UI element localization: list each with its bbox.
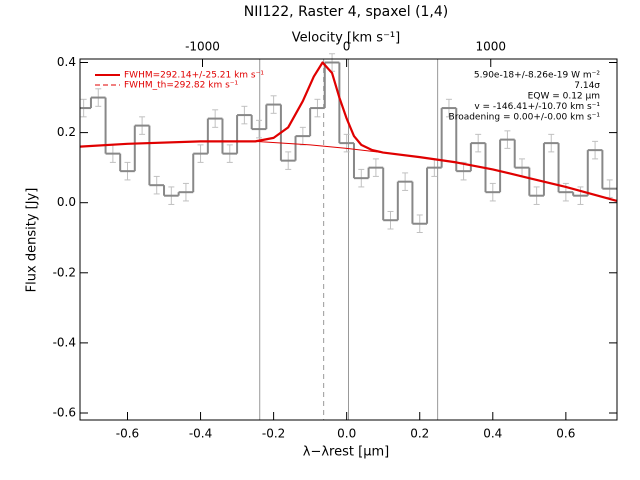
annotation: v = -146.41+/-10.70 km s⁻¹: [474, 102, 600, 112]
x-tick-label: 0.2: [410, 427, 429, 441]
y-tick-label: -0.4: [53, 335, 76, 349]
y-tick-label: -0.6: [53, 405, 76, 419]
y-axis-label: Flux density [Jy]: [25, 188, 40, 293]
annotation: EQW = 0.12 μm: [528, 92, 600, 102]
x2-tick-label: -1000: [185, 40, 220, 54]
x2-tick-label: 0: [343, 40, 351, 54]
legend-label: FWHM=292.14+/-25.21 km s⁻¹: [124, 71, 264, 81]
annotation: 7.14σ: [574, 81, 600, 91]
x2-axis-label: Velocity [km s⁻¹]: [292, 31, 400, 46]
x-tick-label: -0.2: [262, 427, 285, 441]
annotation: Broadening = 0.00+/-0.00 km s⁻¹: [449, 113, 601, 123]
legend-label: FWHM_th=292.82 km s⁻¹: [124, 81, 239, 91]
y-tick-label: -0.2: [53, 265, 76, 279]
x-tick-label: -0.4: [189, 427, 212, 441]
annotation: 5.90e-18+/-8.26e-19 W m⁻²: [474, 71, 601, 81]
chart-title: NII122, Raster 4, spaxel (1,4): [244, 4, 449, 20]
plot-frame: [79, 58, 618, 421]
x-tick-label: -0.6: [116, 427, 139, 441]
x-axis-label: λ−λrest [μm]: [303, 445, 389, 460]
x-tick-label: 0.0: [337, 427, 356, 441]
fit-line: [79, 61, 618, 203]
y-tick-label: 0.2: [57, 125, 76, 139]
y-tick-label: 0.0: [57, 195, 76, 209]
x-tick-label: 0.4: [483, 427, 502, 441]
y-tick-label: 0.4: [57, 55, 76, 69]
x2-tick-label: 1000: [475, 40, 506, 54]
x-tick-label: 0.6: [556, 427, 575, 441]
